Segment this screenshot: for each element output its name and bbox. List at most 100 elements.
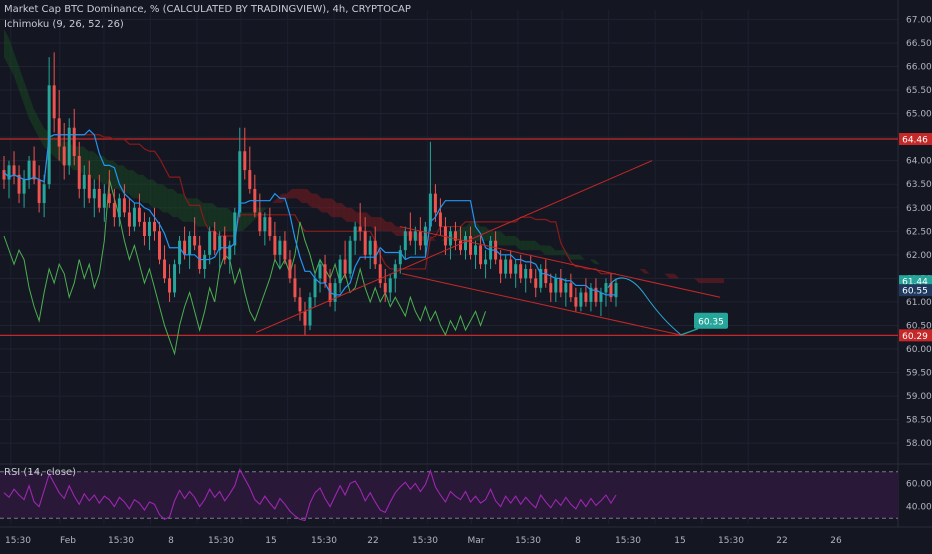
candle-body [433, 193, 437, 213]
candle-body [173, 264, 177, 293]
x-tick-label: 15:30 [515, 536, 541, 546]
candle-body [469, 236, 473, 255]
candle-body [524, 268, 528, 279]
target-pointer [680, 328, 699, 336]
kumo-segment [247, 212, 253, 227]
candle-body [188, 236, 192, 255]
kumo-segment [589, 259, 595, 265]
kumo-segment [540, 245, 546, 255]
price-badge [899, 284, 932, 297]
symbol-title: Market Cap BTC Dominance, % (CALCULATED … [4, 4, 411, 15]
y-tick-label: 66.00 [906, 63, 932, 73]
kumo-segment [535, 240, 541, 251]
y-tick-label: 61.00 [906, 298, 932, 308]
candle-body [278, 240, 282, 255]
candle-body [97, 188, 101, 208]
candle-body [283, 240, 287, 260]
y-tick-label: 59.00 [906, 392, 932, 402]
kumo-segment [296, 188, 302, 204]
kumo-segment [386, 221, 392, 232]
x-tick-label: 8 [168, 536, 174, 546]
candle-body [158, 231, 162, 260]
x-tick-label: 15:30 [412, 536, 438, 546]
candle-body [589, 287, 593, 302]
x-tick-label: 8 [575, 536, 581, 546]
candle-body [258, 212, 262, 232]
x-tick-label: 15:30 [311, 536, 337, 546]
candle-body [559, 278, 563, 293]
kumo-segment [366, 212, 372, 227]
candle-body [37, 179, 41, 204]
candle-body [107, 193, 111, 204]
candle-body [464, 236, 468, 251]
candle-body [368, 240, 372, 255]
kumo-segment [301, 188, 307, 204]
candle-body [122, 198, 126, 213]
kumo-segment [4, 28, 9, 67]
kumo-segment [709, 278, 715, 284]
kumo-segment [704, 278, 710, 284]
candle-body [2, 170, 6, 180]
candle-body [243, 151, 247, 171]
candle-body [17, 174, 21, 194]
candle-body [519, 264, 523, 279]
candle-body [554, 278, 558, 293]
kumo-segment [152, 179, 158, 208]
candle-body [393, 264, 397, 279]
kumo-segment [167, 188, 173, 218]
y-tick-label: 65.00 [906, 110, 932, 120]
candle-body [358, 226, 362, 232]
candle-body [544, 268, 548, 284]
y-tick-label: 64.00 [906, 157, 932, 167]
x-tick-label: Feb [60, 536, 76, 546]
candle-body [163, 259, 167, 279]
x-tick-label: 15:30 [718, 536, 744, 546]
candle-body [448, 231, 452, 246]
kumo-segment [431, 236, 436, 241]
candle-body [92, 188, 96, 199]
candle-body [288, 259, 292, 279]
kumo-segment [187, 198, 193, 222]
y-tick-label: 67.00 [906, 15, 932, 25]
candle-body [514, 264, 518, 274]
candle-body [609, 283, 613, 298]
candle-body [273, 236, 277, 255]
kumo-segment [148, 179, 153, 208]
candle-body [248, 170, 252, 189]
kumo-segment [306, 188, 312, 208]
candle-body [348, 240, 352, 274]
kumo-segment [545, 245, 551, 255]
candle-body [378, 264, 382, 284]
chart-legend: Market Cap BTC Dominance, % (CALCULATED … [4, 2, 411, 32]
candle-body [218, 236, 222, 251]
candle-body [57, 118, 61, 147]
x-tick-label: 15:30 [108, 536, 134, 546]
candle-body [7, 165, 11, 180]
kumo-segment [550, 245, 556, 255]
kumo-segment [515, 236, 521, 251]
kumo-segment [33, 108, 39, 138]
candle-body [579, 292, 583, 307]
candle-body [142, 221, 146, 236]
rsi-tick-label: 40.00 [906, 503, 932, 513]
candle-body [72, 127, 76, 156]
kumo-segment [157, 184, 163, 213]
candle-body [428, 193, 432, 227]
kumo-segment [18, 66, 24, 105]
kumo-segment [272, 198, 278, 204]
candle-body [383, 283, 387, 293]
candle-body [233, 212, 237, 246]
x-tick-label: 22 [776, 536, 787, 546]
candle-body [323, 264, 327, 284]
rsi-tick-label: 60.00 [906, 479, 932, 489]
candle-body [343, 259, 347, 274]
x-tick-label: 15 [265, 536, 276, 546]
kumo-segment [326, 198, 332, 218]
y-tick-label: 58.00 [906, 439, 932, 449]
trend-line-up [255, 160, 653, 333]
candle-body [529, 268, 533, 279]
x-tick-label: 15:30 [208, 536, 234, 546]
kumo-segment [8, 38, 14, 76]
